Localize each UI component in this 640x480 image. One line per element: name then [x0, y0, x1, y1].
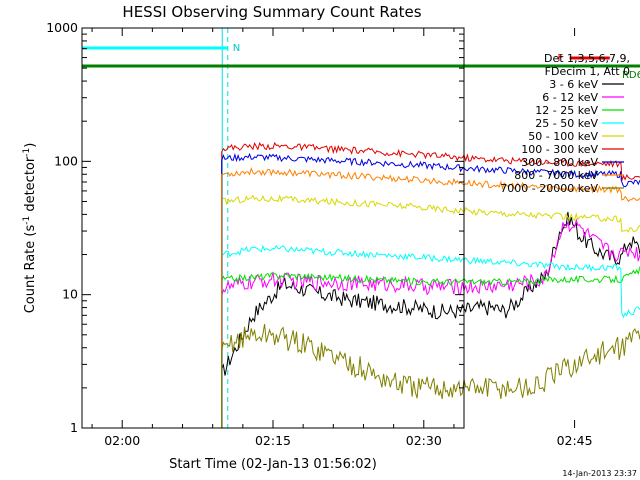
series-line-5 [221, 141, 640, 428]
legend-label-3: 25 - 50 keV [535, 117, 598, 130]
series-line-6 [221, 152, 640, 428]
x-tick-label-3: 02:45 [557, 433, 593, 448]
legend-label-6: 300 - 800 keV [521, 156, 598, 169]
legend-label-0: 3 - 6 keV [549, 78, 598, 91]
series-line-0 [221, 211, 640, 428]
legend-label-2: 12 - 25 keV [535, 104, 598, 117]
chart-title: HESSI Observing Summary Count Rates [122, 3, 421, 21]
flare-flag-label: F [558, 53, 564, 64]
y-axis-label: Count Rate (s-1 detector-1) [22, 143, 38, 314]
x-tick-label-0: 02:00 [104, 433, 140, 448]
plot-timestamp: 14-Jan-2013 23:37 [562, 469, 637, 478]
series-line-2 [221, 265, 640, 428]
y-tick-label-1: 10 [62, 287, 78, 302]
legend-header-0: Det 1,3,5,6,7,9, [544, 52, 630, 65]
series-line-3 [221, 244, 640, 428]
y-tick-label-0: 1 [70, 420, 78, 435]
legend-label-5: 100 - 300 keV [521, 143, 598, 156]
legend-label-4: 50 - 100 keV [528, 130, 598, 143]
axes: 02:0002:1502:3002:4503:0003:1503:3011010… [46, 20, 593, 448]
series-line-8 [221, 324, 640, 428]
x-tick-label-2: 02:30 [406, 433, 442, 448]
night-flag-label: N [233, 43, 240, 54]
legend-label-8: 7000 - 20000 keV [500, 182, 598, 195]
series-line-7 [221, 166, 640, 428]
plot-area: NSFRD0RD6 [82, 28, 640, 428]
legend-label-1: 6 - 12 keV [542, 91, 598, 104]
legend-header-1: FDecim 1, Att 0 [545, 65, 630, 78]
series-line-1 [221, 218, 640, 428]
x-tick-label-1: 02:15 [255, 433, 291, 448]
legend-label-7: 800 - 7000 keV [514, 169, 598, 182]
plot-frame [81, 27, 465, 429]
x-axis-label: Start Time (02-Jan-13 01:56:02) [169, 457, 377, 472]
rd6-flag-label: RD6 [622, 70, 640, 81]
legend: Det 1,3,5,6,7,9,FDecim 1, Att 03 - 6 keV… [500, 52, 630, 195]
y-tick-label-2: 100 [54, 153, 78, 168]
y-tick-label-3: 1000 [46, 20, 78, 35]
series-line-4 [221, 194, 640, 428]
